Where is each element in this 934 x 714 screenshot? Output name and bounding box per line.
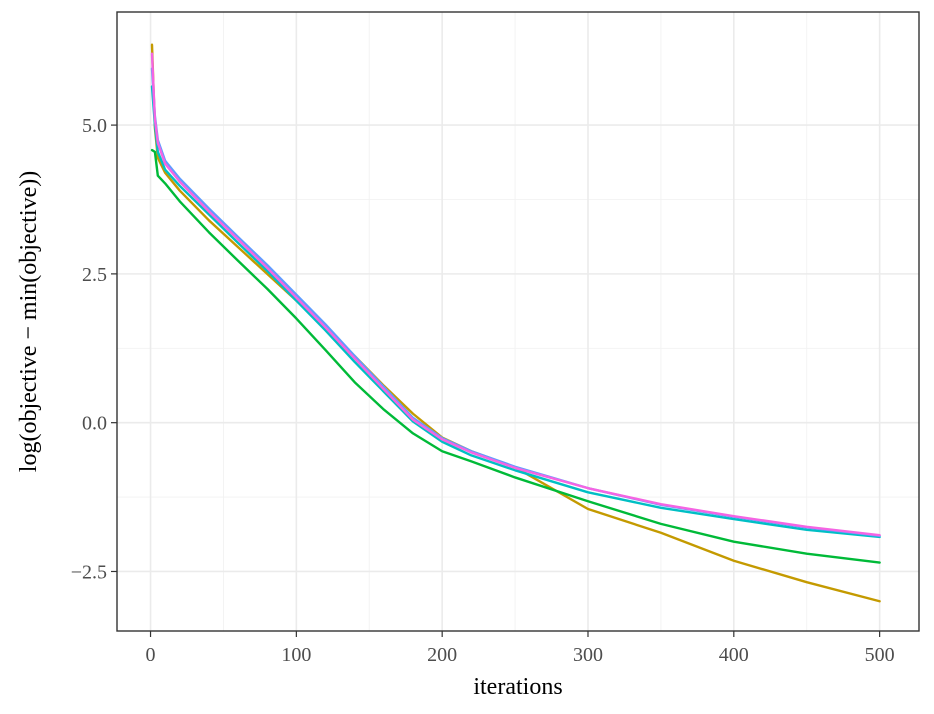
y-tick-label: 2.5 bbox=[82, 264, 107, 286]
y-tick-label: 0.0 bbox=[82, 413, 107, 435]
axes-layer: 0 100 200 300 400 500 −2.5 0.0 2.5 5.0 bbox=[71, 115, 895, 666]
x-tick-label: 200 bbox=[427, 644, 457, 666]
x-tick-label: 100 bbox=[281, 644, 311, 666]
grid-layer bbox=[117, 12, 919, 631]
plot-panel-border bbox=[116, 11, 920, 632]
x-tick-label: 500 bbox=[865, 644, 895, 666]
series-line-5 bbox=[150, 52, 881, 537]
x-tick-label: 400 bbox=[719, 644, 749, 666]
series-line-2 bbox=[150, 148, 881, 564]
y-tick-label: 5.0 bbox=[82, 115, 107, 137]
series-layer bbox=[150, 43, 881, 603]
plot-panel-background bbox=[117, 12, 919, 631]
x-tick-label: 300 bbox=[573, 644, 603, 666]
y-axis-title: log(objective − min(objective)) bbox=[16, 171, 42, 472]
x-axis-title: iterations bbox=[473, 674, 562, 700]
x-tick-label: 0 bbox=[146, 644, 156, 666]
y-tick-label: −2.5 bbox=[71, 561, 107, 583]
series-line-3 bbox=[150, 85, 881, 539]
